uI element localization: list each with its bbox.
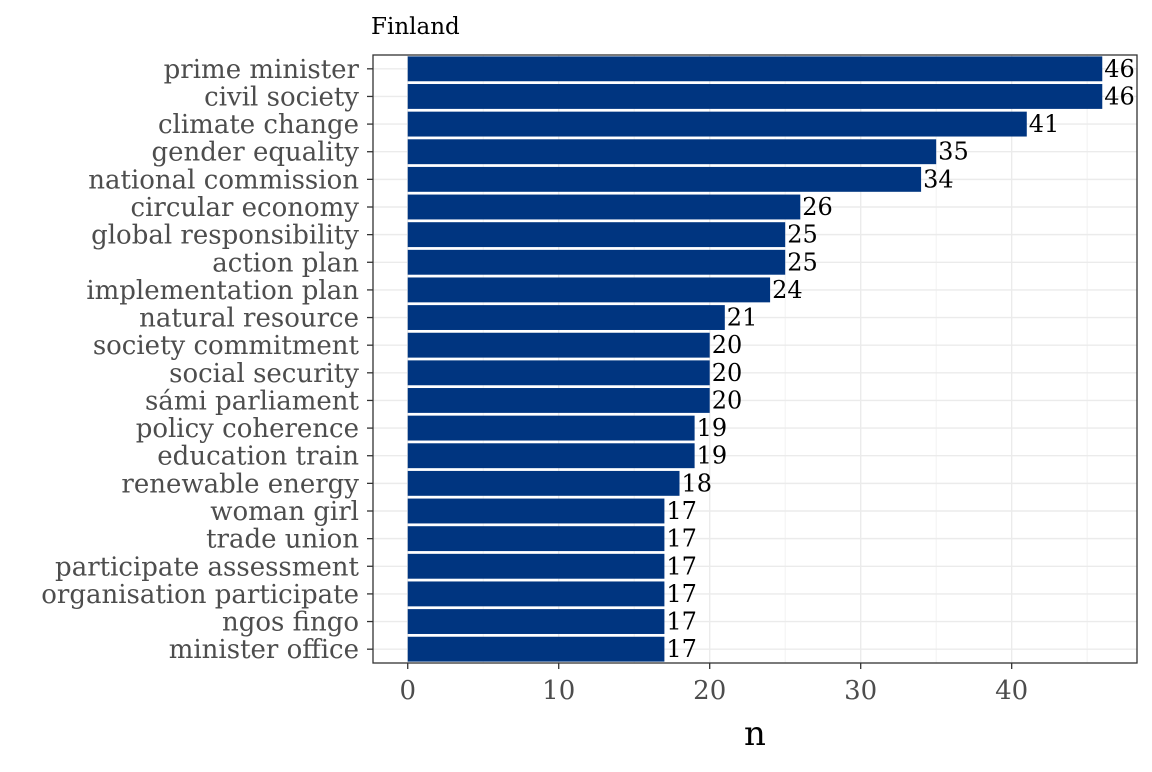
y-tick-label: global responsibility: [91, 221, 359, 251]
x-axis-title: n: [744, 714, 766, 754]
y-tick-label: woman girl: [210, 497, 359, 527]
bar: [407, 581, 665, 607]
data-label: 20: [712, 331, 743, 359]
bar: [407, 388, 710, 413]
bar: [407, 443, 695, 469]
chart-title: Finland: [371, 14, 460, 40]
y-tick-label: social security: [169, 359, 359, 389]
data-label: 26: [802, 193, 833, 221]
data-label: 17: [666, 497, 697, 525]
data-label: 46: [1104, 55, 1135, 83]
x-tick-label: 30: [844, 676, 877, 706]
bar: [407, 609, 665, 634]
bar: [407, 111, 1027, 137]
bar: [407, 415, 695, 441]
bar: [407, 56, 1103, 82]
bar: [407, 249, 786, 275]
y-tick-label: national commission: [88, 165, 359, 195]
data-labels: 4646413534262525242120202019191817171717…: [666, 55, 1134, 663]
y-tick-label: trade union: [206, 525, 359, 555]
bar: [407, 470, 680, 496]
bar: [407, 277, 771, 303]
data-label: 17: [666, 552, 697, 580]
plot-border: [372, 54, 1138, 664]
bar: [407, 194, 801, 220]
y-tick-label: policy coherence: [136, 414, 359, 444]
y-tick-label: prime minister: [164, 55, 360, 85]
data-label: 17: [666, 635, 697, 663]
data-label: 17: [666, 608, 697, 636]
x-tick-label: 40: [995, 676, 1028, 706]
bar: [407, 222, 786, 248]
data-label: 24: [772, 276, 803, 304]
data-label: 20: [712, 386, 743, 414]
y-tick-label: ngos fingo: [222, 608, 359, 638]
x-tick-label: 0: [399, 676, 416, 706]
x-axis: 0 10 20 30 40: [399, 663, 1028, 706]
y-tick-label: natural resource: [139, 304, 359, 334]
bar: [407, 553, 665, 579]
y-tick-label: circular economy: [131, 193, 360, 223]
bar: [407, 526, 665, 552]
data-label: 18: [682, 469, 713, 497]
bar: [407, 84, 1103, 109]
y-tick-label: society commitment: [93, 331, 360, 361]
data-label: 17: [666, 525, 697, 553]
x-tick-label: 10: [542, 676, 575, 706]
data-label: 34: [923, 165, 954, 193]
y-tick-label: minister office: [169, 635, 359, 665]
y-tick-label: implementation plan: [86, 276, 359, 306]
data-label: 19: [697, 442, 728, 470]
data-label: 35: [938, 138, 969, 166]
data-label: 41: [1029, 110, 1060, 138]
bar: [407, 166, 922, 192]
y-tick-label: action plan: [212, 248, 359, 278]
data-label: 21: [727, 304, 758, 332]
bar: [407, 360, 710, 386]
bar: [407, 498, 665, 524]
bar: [407, 139, 937, 165]
bars: [407, 56, 1103, 662]
data-label: 17: [666, 580, 697, 608]
data-label: 19: [697, 414, 728, 442]
y-tick-label: climate change: [158, 110, 359, 140]
y-tick-label: gender equality: [151, 138, 359, 168]
x-tick-label: 20: [693, 676, 726, 706]
data-label: 25: [787, 221, 818, 249]
y-tick-label: renewable energy: [121, 469, 359, 499]
y-tick-label: participate assessment: [55, 552, 360, 582]
bar: [407, 636, 665, 662]
data-label: 46: [1104, 82, 1135, 110]
y-tick-label: education train: [157, 442, 359, 472]
y-tick-label: civil society: [204, 82, 359, 112]
y-tick-label: organisation participate: [41, 580, 359, 610]
data-label: 20: [712, 359, 743, 387]
data-label: 25: [787, 248, 818, 276]
bar: [407, 305, 725, 330]
y-tick-label: sámi parliament: [145, 386, 360, 416]
bar: [407, 332, 710, 358]
